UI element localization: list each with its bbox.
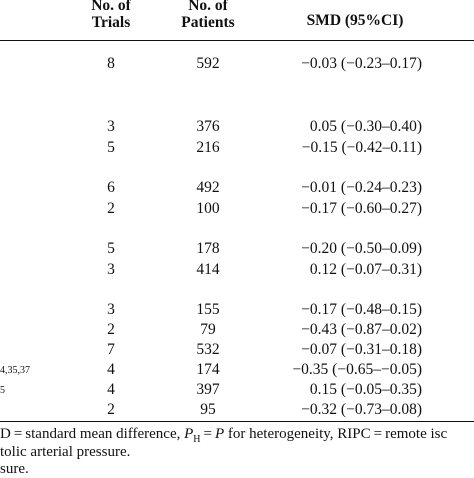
smd-cell: −0.35 (−0.65–−0.05): [292, 361, 422, 378]
trials-cell: 4: [107, 381, 115, 398]
smd-cell: −0.20 (−0.50–0.09): [301, 240, 422, 257]
footnote-line-1: D = standard mean difference, PH = P for…: [0, 425, 447, 449]
trials-cell: 5: [107, 240, 115, 257]
col-header-patients-line2: Patients: [181, 14, 235, 31]
patients-cell: 174: [196, 361, 220, 378]
patients-cell: 216: [196, 139, 220, 156]
col-header-trials: No. of Trials: [78, 0, 144, 31]
footnote-text: =: [200, 426, 215, 442]
trials-cell: 3: [107, 261, 115, 278]
smd-cell: −0.15 (−0.42–0.11): [301, 139, 422, 156]
smd-cell: −0.17 (−0.48–0.15): [301, 301, 422, 318]
col-header-trials-line2: Trials: [91, 14, 131, 31]
smd-cell: −0.07 (−0.31–0.18): [301, 341, 422, 358]
patients-cell: 95: [200, 401, 216, 418]
col-header-patients-line1: No. of: [188, 0, 228, 14]
trials-cell: 2: [107, 200, 115, 217]
smd-cell: 0.05 (−0.30–0.40): [309, 118, 422, 135]
patients-cell: 532: [196, 341, 220, 358]
trials-cell: 5: [107, 139, 115, 156]
footnote-text: for heterogeneity, RIPC = remote isc: [224, 426, 448, 442]
smd-cell: −0.32 (−0.73–0.08): [301, 401, 422, 418]
smd-cell: −0.03 (−0.23–0.17): [301, 55, 422, 72]
trials-cell: 7: [107, 341, 115, 358]
col-header-smd: SMD (95%CI): [306, 12, 404, 29]
trials-cell: 3: [107, 118, 115, 135]
footnote-text: D = standard mean difference,: [0, 426, 185, 442]
smd-cell: −0.43 (−0.87–0.02): [301, 321, 422, 338]
footnote-p: P: [214, 426, 225, 442]
patients-cell: 397: [196, 381, 220, 398]
trials-cell: 6: [107, 179, 115, 196]
footnote-ph-sub: H: [193, 434, 201, 445]
row-reference: 5: [0, 385, 5, 396]
footnote-ph: P: [184, 426, 194, 442]
smd-cell: −0.17 (−0.60–0.27): [301, 200, 422, 217]
patients-cell: 100: [196, 200, 220, 217]
col-header-trials-line1: No. of: [91, 0, 131, 14]
trials-cell: 2: [107, 401, 115, 418]
footnote-line-3: sure.: [0, 461, 29, 477]
patients-cell: 492: [196, 179, 220, 196]
header-rule: [0, 40, 474, 41]
patients-cell: 414: [196, 261, 220, 278]
bottom-rule: [0, 421, 474, 422]
smd-cell: −0.01 (−0.24–0.23): [301, 179, 422, 196]
trials-cell: 2: [107, 321, 115, 338]
patients-cell: 178: [196, 240, 220, 257]
footnote-line-2: tolic arterial pressure.: [0, 444, 131, 460]
col-header-patients: No. of Patients: [166, 0, 250, 31]
trials-cell: 8: [107, 55, 115, 72]
patients-cell: 79: [200, 321, 216, 338]
smd-cell: 0.15 (−0.05–0.35): [309, 381, 422, 398]
patients-cell: 376: [196, 118, 220, 135]
smd-cell: 0.12 (−0.07–0.31): [309, 261, 422, 278]
row-reference: 4,35,37: [0, 365, 30, 376]
trials-cell: 3: [107, 301, 115, 318]
patients-cell: 592: [196, 55, 220, 72]
patients-cell: 155: [196, 301, 220, 318]
trials-cell: 4: [107, 361, 115, 378]
